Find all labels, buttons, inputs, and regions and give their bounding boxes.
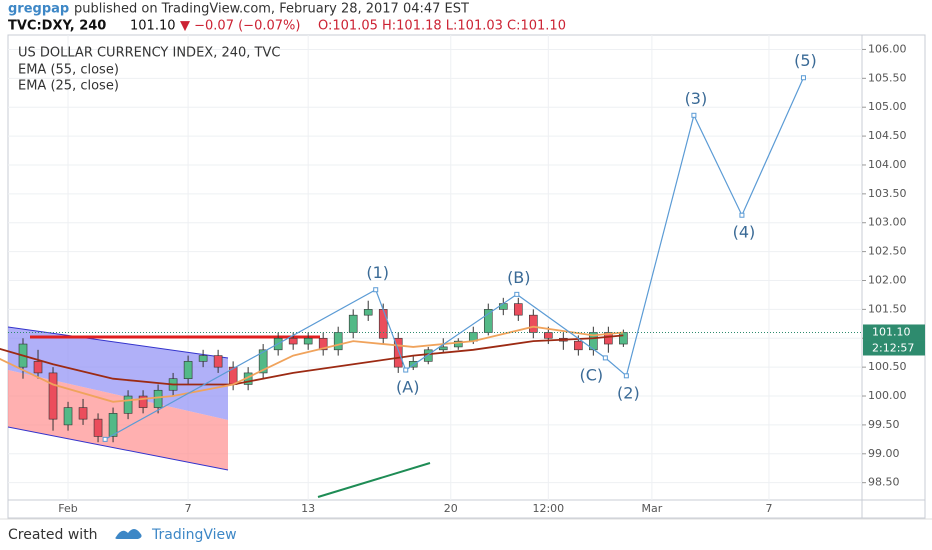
candle-body xyxy=(288,337,298,345)
wave-point xyxy=(800,75,806,81)
wave-label: (3) xyxy=(685,89,708,108)
ema-line xyxy=(0,325,624,403)
y-tick-label: 103.00 xyxy=(868,216,907,229)
y-tick-label: 100.50 xyxy=(868,360,907,373)
candle-body xyxy=(258,349,268,374)
x-tick-label: 7 xyxy=(185,502,192,515)
x-tick-label: 13 xyxy=(301,502,315,515)
y-tick-label: 104.50 xyxy=(868,129,907,142)
candle-body xyxy=(63,407,73,426)
trend-line xyxy=(317,462,431,498)
last-price-box xyxy=(863,324,925,341)
candle-body xyxy=(453,340,463,348)
x-tick-label: 20 xyxy=(444,502,458,515)
wave-label: (1) xyxy=(366,263,389,282)
wave-point xyxy=(602,355,608,361)
y-tick-label: 99.50 xyxy=(868,418,900,431)
x-tick-label: 12:00 xyxy=(532,502,564,515)
wave-point xyxy=(739,212,745,218)
y-tick-label: 102.00 xyxy=(868,273,907,286)
candle-body xyxy=(303,337,313,345)
wave-point xyxy=(623,373,629,379)
wave-label: (5) xyxy=(794,51,817,70)
wave-label: (C) xyxy=(580,365,604,384)
candle-body xyxy=(93,418,103,437)
footer-created: Created with xyxy=(8,527,98,543)
y-tick-label: 102.50 xyxy=(868,245,907,258)
wave-label: (A) xyxy=(396,378,419,397)
candle-body xyxy=(513,303,523,316)
channel-lower xyxy=(8,370,228,470)
y-tick-label: 105.50 xyxy=(868,71,907,84)
y-tick-label: 100.00 xyxy=(868,389,907,402)
y-tick-label: 99.00 xyxy=(868,447,900,460)
chart-title: US DOLLAR CURRENCY INDEX, 240, TVC xyxy=(18,46,280,61)
wave-point xyxy=(691,112,697,118)
candle-body xyxy=(78,407,88,420)
published: published on TradingView.com, February 2… xyxy=(74,2,469,17)
candle-body xyxy=(333,332,343,351)
wave-label: (2) xyxy=(617,383,640,402)
wave-label: (4) xyxy=(733,223,756,242)
x-tick-label: 7 xyxy=(765,502,772,515)
candle-body xyxy=(183,361,193,379)
candle-body xyxy=(198,355,208,362)
candle-body xyxy=(393,337,403,368)
y-tick-label: 106.00 xyxy=(868,42,907,55)
ema-line xyxy=(0,334,624,386)
candle-body xyxy=(153,389,163,408)
candle-body xyxy=(544,332,553,339)
candle-body xyxy=(213,355,223,368)
wave-point xyxy=(373,287,379,293)
y-tick-label: 105.00 xyxy=(868,100,907,113)
change: ▼ −0.07 (−0.07%) xyxy=(180,19,300,34)
y-tick-label: 103.50 xyxy=(868,187,907,200)
countdown: 2:12:57 xyxy=(872,341,914,354)
candle-body xyxy=(348,314,358,333)
candle-body xyxy=(363,309,373,316)
candle-body xyxy=(378,309,388,339)
candle-body xyxy=(529,314,538,333)
y-tick-label: 104.00 xyxy=(868,158,907,171)
countdown-box xyxy=(863,340,925,356)
last: 101.10 xyxy=(130,19,176,34)
wave-point xyxy=(403,367,409,373)
candle-body xyxy=(438,346,448,351)
y-tick-label: 101.50 xyxy=(868,302,907,315)
wave-label: (B) xyxy=(507,268,530,287)
symbol: TVC:DXY, 240 xyxy=(8,19,106,34)
candle-body xyxy=(498,303,508,310)
last-price-label: 101.10 xyxy=(872,325,911,338)
channel-line xyxy=(7,426,229,471)
frame xyxy=(7,34,926,519)
candle-body xyxy=(108,413,118,437)
candle-body xyxy=(318,337,328,351)
candle-body xyxy=(123,395,133,414)
legend-entry: EMA (55, close) xyxy=(18,63,119,78)
wave-point xyxy=(514,291,520,297)
candle-body xyxy=(619,332,628,345)
candle-body xyxy=(423,349,433,362)
candle-body xyxy=(574,340,583,351)
candle-body xyxy=(483,309,493,333)
ohlc: O:101.05 H:101.18 L:101.03 C:101.10 xyxy=(318,19,566,34)
wave-point xyxy=(102,436,108,442)
x-tick-label: Mar xyxy=(641,502,662,515)
footer-brand[interactable]: TradingView xyxy=(151,527,237,543)
logo xyxy=(115,529,142,539)
legend-entry: EMA (25, close) xyxy=(18,79,119,94)
x-tick-label: Feb xyxy=(58,502,77,515)
candle-body xyxy=(48,372,58,420)
y-tick-label: 98.50 xyxy=(868,476,900,489)
candle-body xyxy=(33,361,43,374)
candle-body xyxy=(138,395,148,408)
author[interactable]: gregpap xyxy=(8,2,69,17)
